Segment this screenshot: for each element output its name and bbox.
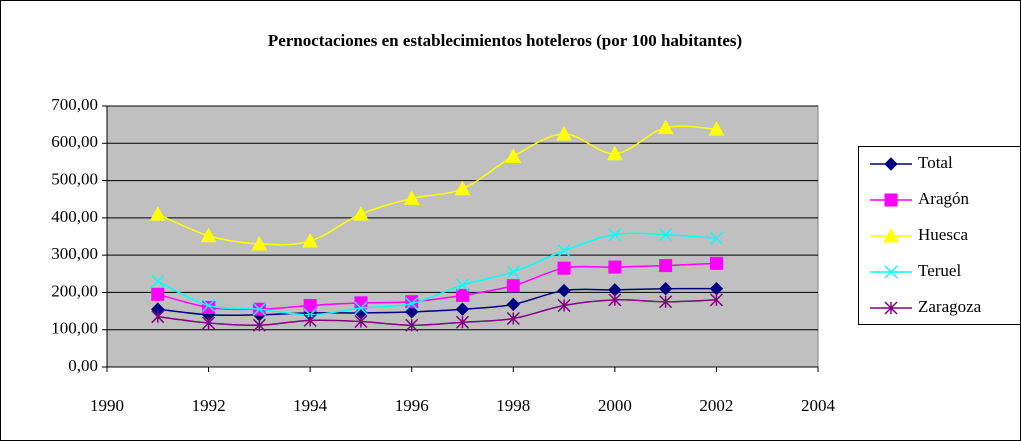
marker xyxy=(456,288,469,302)
marker xyxy=(506,279,520,293)
x-tick-label: 2004 xyxy=(801,396,836,415)
marker xyxy=(608,293,622,307)
marker xyxy=(557,298,571,313)
y-tick-label: 0,00 xyxy=(68,356,98,375)
marker xyxy=(252,318,266,332)
legend-label: Huesca xyxy=(918,225,968,244)
y-tick-label: 700,00 xyxy=(51,95,98,114)
x-tick-label: 2000 xyxy=(598,396,632,415)
marker xyxy=(151,310,165,324)
marker xyxy=(354,314,368,329)
marker xyxy=(505,148,522,163)
legend-marker xyxy=(884,193,898,207)
legend-marker xyxy=(883,227,899,243)
marker xyxy=(659,228,673,242)
marker xyxy=(149,206,166,221)
marker xyxy=(607,145,623,161)
marker xyxy=(709,231,723,245)
marker xyxy=(353,206,369,221)
marker xyxy=(657,119,674,135)
x-tick-label: 1998 xyxy=(496,396,530,415)
marker xyxy=(557,283,571,298)
marker xyxy=(405,318,419,332)
marker xyxy=(709,293,723,307)
legend-marker xyxy=(884,265,898,279)
marker xyxy=(251,235,268,251)
marker xyxy=(403,190,420,205)
y-tick-label: 200,00 xyxy=(51,281,98,300)
marker xyxy=(455,278,470,292)
marker xyxy=(151,274,165,288)
series-line xyxy=(157,125,717,246)
marker xyxy=(556,125,572,141)
y-tick-label: 300,00 xyxy=(51,244,98,263)
marker xyxy=(202,316,216,330)
series-line xyxy=(157,232,717,316)
legend-label: Zaragoza xyxy=(918,297,982,316)
marker xyxy=(557,261,571,275)
marker xyxy=(708,121,725,136)
marker xyxy=(354,301,368,315)
x-tick-label: 1990 xyxy=(90,396,124,415)
marker xyxy=(202,300,216,314)
x-tick-label: 1996 xyxy=(395,396,429,415)
marker xyxy=(405,305,419,319)
marker xyxy=(302,232,318,248)
marker xyxy=(659,295,673,309)
chart-title: Pernoctaciones en establecimientos hotel… xyxy=(268,31,742,50)
y-tick-label: 100,00 xyxy=(51,319,98,338)
marker xyxy=(151,287,165,301)
legend-label: Aragón xyxy=(918,189,969,208)
x-tick-label: 1992 xyxy=(192,396,226,415)
marker xyxy=(608,228,622,242)
y-tick-label: 500,00 xyxy=(51,169,98,188)
marker xyxy=(506,311,520,326)
series-line xyxy=(157,299,717,327)
marker xyxy=(658,281,673,296)
marker xyxy=(252,302,266,316)
marker xyxy=(200,227,217,243)
marker xyxy=(455,315,470,329)
marker xyxy=(303,298,317,312)
legend-marker xyxy=(884,301,898,315)
x-tick-label: 2002 xyxy=(699,396,733,415)
y-tick-label: 600,00 xyxy=(51,132,98,151)
legend-marker xyxy=(884,157,898,171)
marker xyxy=(454,180,471,196)
marker xyxy=(303,313,317,327)
legend-label: Total xyxy=(918,153,953,172)
marker xyxy=(659,259,673,273)
y-tick-label: 400,00 xyxy=(51,207,98,226)
marker xyxy=(506,265,520,279)
marker xyxy=(557,244,571,258)
marker xyxy=(455,302,470,316)
marker xyxy=(405,297,419,311)
marker xyxy=(608,260,622,274)
marker xyxy=(709,256,723,270)
marker xyxy=(506,297,520,312)
legend-label: Teruel xyxy=(918,261,961,280)
marker xyxy=(202,298,216,313)
x-tick-label: 1994 xyxy=(293,396,328,415)
